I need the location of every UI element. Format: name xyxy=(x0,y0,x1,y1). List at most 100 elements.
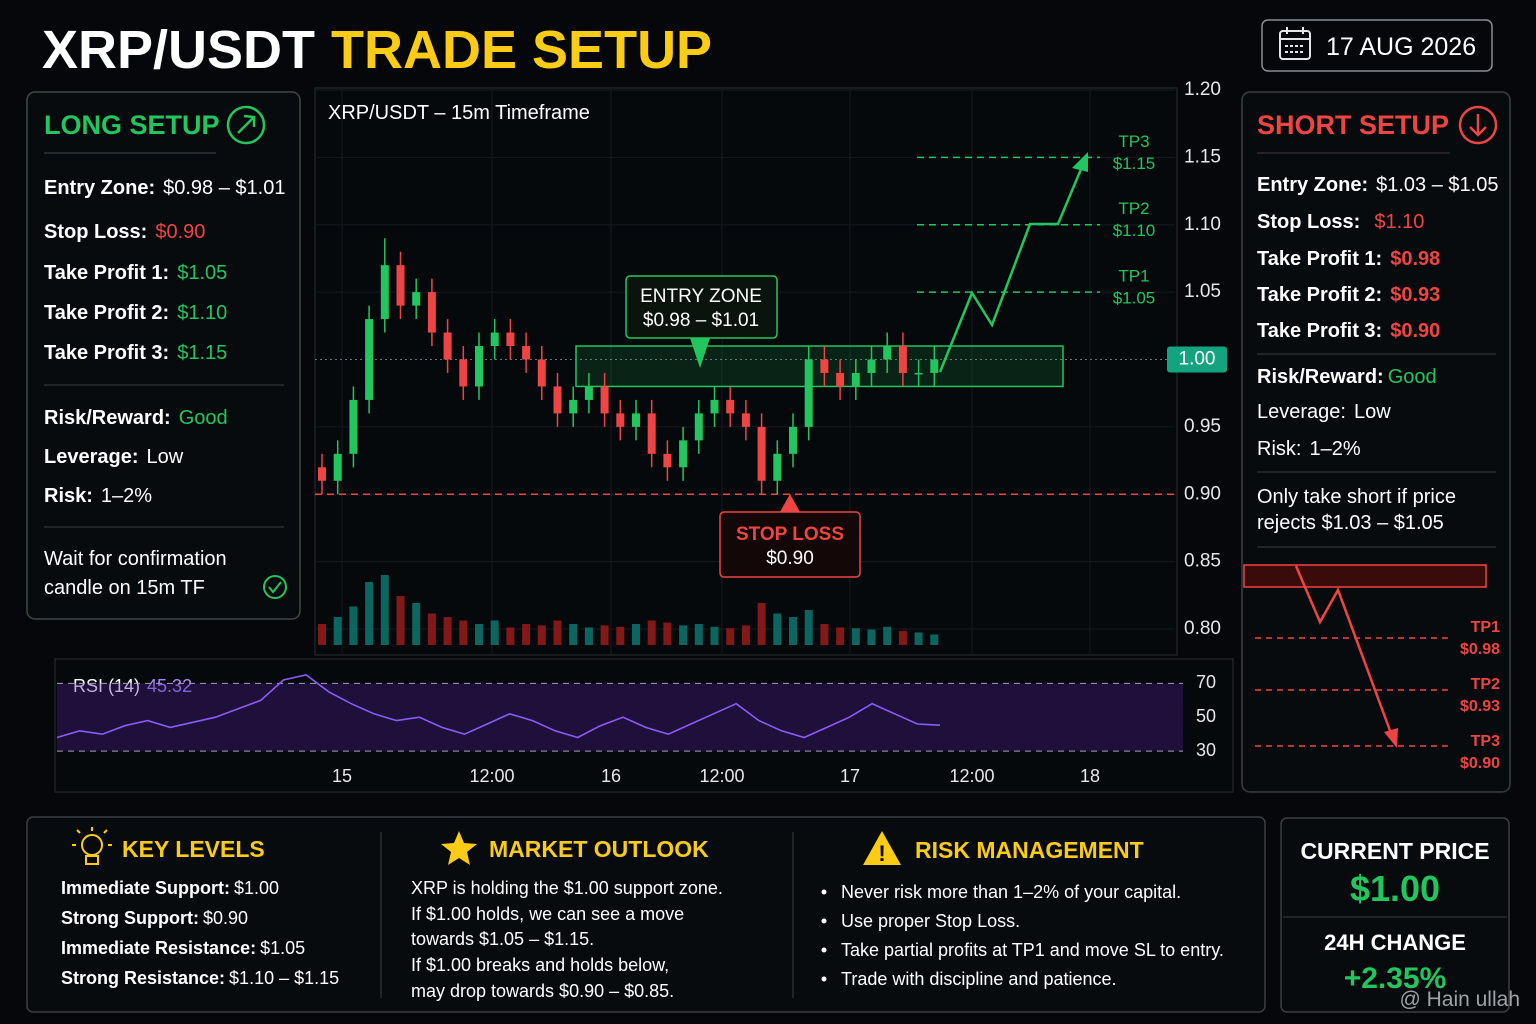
x-tick-label: 12:00 xyxy=(699,766,744,786)
rsi-layer xyxy=(56,674,1183,752)
volume-bar xyxy=(443,617,452,645)
volume-bar xyxy=(318,624,326,645)
key-label: Strong Support: xyxy=(61,908,199,928)
short-risk-row: Risk: 1–2% xyxy=(1257,438,1361,460)
x-tick-label: 12:00 xyxy=(949,766,994,786)
row-value: $1.10 xyxy=(177,302,227,324)
candle-body xyxy=(694,413,703,441)
candle-body xyxy=(726,399,735,414)
volume-bar xyxy=(647,620,656,645)
outlook-title: MARKET OUTLOOK xyxy=(489,836,709,862)
chart-layer xyxy=(315,89,1175,645)
row-label: Stop Loss: xyxy=(1257,211,1360,233)
y-tick-label: 1.15 xyxy=(1184,146,1221,167)
candle-body xyxy=(851,372,860,387)
candle-body xyxy=(804,359,813,427)
key-value: $1.00 xyxy=(234,878,279,898)
rsi-value: 45.32 xyxy=(147,676,192,696)
candle-body xyxy=(679,440,688,468)
candle-body xyxy=(883,346,892,360)
info-panel xyxy=(26,816,1266,1013)
candle-body xyxy=(710,399,719,414)
short-tp-name: TP3 xyxy=(1471,733,1500,750)
outlook-lines: XRP is holding the $1.00 support zone. I… xyxy=(411,878,723,1001)
star-icon xyxy=(441,831,477,865)
candle-body xyxy=(443,332,452,360)
short-tp-label: $0.98 xyxy=(1460,641,1500,658)
y-tick-label: 1.20 xyxy=(1184,79,1221,100)
volume-bar xyxy=(757,603,766,645)
risk-item: Take partial profits at TP1 and move SL … xyxy=(841,940,1224,960)
candle-body xyxy=(553,386,562,414)
rsi-tick-label: 50 xyxy=(1196,706,1216,726)
short-arrowhead xyxy=(1384,728,1398,748)
stop-pointer xyxy=(780,494,800,512)
bulb-icon xyxy=(72,827,112,865)
volume-bar xyxy=(380,575,389,645)
row-label: Leverage: xyxy=(44,446,139,468)
volume-bar xyxy=(522,624,531,645)
short-tp-label: $0.90 xyxy=(1460,755,1500,772)
price-value: $1.00 xyxy=(1350,868,1440,909)
short-row: Take Profit 1: $0.98 xyxy=(1257,248,1440,270)
price-title: CURRENT PRICE xyxy=(1300,838,1489,864)
rsi-frame xyxy=(54,658,1234,793)
bullet xyxy=(821,889,827,895)
projection-path xyxy=(938,161,1086,373)
volume-bar xyxy=(663,622,672,645)
volume-bar xyxy=(600,625,609,645)
candle-body xyxy=(914,372,923,375)
x-tick-label: 15 xyxy=(332,766,352,786)
outlook-line: If $1.00 breaks and holds below, xyxy=(411,955,669,975)
candle-body xyxy=(475,346,483,387)
chart-title: XRP/USDT – 15m Timeframe xyxy=(328,102,590,124)
stop-callout-title: STOP LOSS xyxy=(736,524,844,545)
candle-body xyxy=(569,399,578,414)
entry-callout-label: $0.98 – $1.01 xyxy=(643,310,759,331)
row-value: Low xyxy=(1354,401,1391,423)
key-level: Immediate Resistance: $1.05 xyxy=(61,938,305,958)
volume-bar xyxy=(365,582,374,645)
row-value: Good xyxy=(1388,366,1437,388)
page-title: XRP/USDT TRADE SETUP xyxy=(42,20,712,80)
candle-body xyxy=(333,453,342,481)
risk-item: Use proper Stop Loss. xyxy=(841,911,1020,931)
short-targets: TP1 $0.98 TP2 $0.93 TP3 $0.90 xyxy=(1460,619,1500,772)
candle-body xyxy=(506,332,515,347)
short-tp-name: TP2 xyxy=(1471,676,1500,693)
x-tick-label: 17 xyxy=(840,766,860,786)
short-note: Only take short if price xyxy=(1257,486,1456,508)
row-label: Stop Loss: xyxy=(44,221,147,243)
bullet xyxy=(821,918,827,924)
short-title: SHORT SETUP xyxy=(1257,110,1449,140)
key-value: $0.90 xyxy=(203,908,248,928)
row-value: $1.03 – $1.05 xyxy=(1376,174,1498,196)
outlook-line: towards $1.05 – $1.15. xyxy=(411,929,594,949)
entry-pointer xyxy=(690,338,710,368)
long-row: Stop Loss: $0.90 xyxy=(44,221,205,243)
short-tp-label: $0.93 xyxy=(1460,698,1500,715)
volume-bar xyxy=(679,625,688,645)
candle-body xyxy=(459,359,468,387)
target-label: $1.15 xyxy=(1113,154,1156,173)
x-tick-label: 12:00 xyxy=(469,766,514,786)
volume-bar xyxy=(427,613,436,645)
short-panel xyxy=(1241,91,1511,793)
long-row: Take Profit 1: $1.05 xyxy=(44,262,227,284)
candle-body xyxy=(898,346,907,373)
candle-body xyxy=(741,413,750,427)
outlook-line: may drop towards $0.90 – $0.85. xyxy=(411,981,674,1001)
entry-callout-title: ENTRY ZONE xyxy=(640,286,762,307)
candle-body xyxy=(930,359,939,373)
volume-bar xyxy=(632,624,640,645)
row-value: 1–2% xyxy=(101,485,152,507)
long-row: Entry Zone: $0.98 – $1.01 xyxy=(44,177,285,199)
long-note: Wait for confirmation xyxy=(44,548,227,570)
row-value: $0.90 xyxy=(1390,320,1440,342)
row-label: Risk: xyxy=(44,485,93,507)
row-label: Risk/Reward: xyxy=(44,407,171,429)
long-note: candle on 15m TF xyxy=(44,577,205,599)
key-value: $1.10 – $1.15 xyxy=(229,968,339,988)
key-level: Strong Support: $0.90 xyxy=(61,908,248,928)
